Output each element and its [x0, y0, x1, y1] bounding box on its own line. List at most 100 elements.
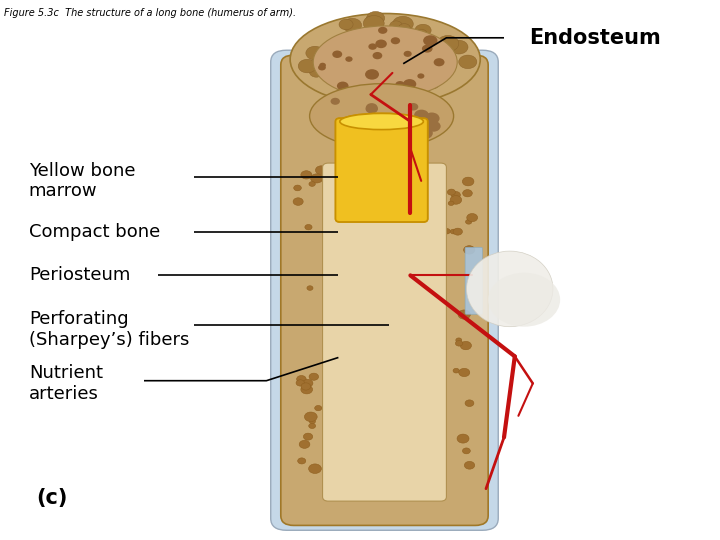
- Circle shape: [366, 104, 378, 113]
- Circle shape: [437, 36, 459, 52]
- Ellipse shape: [290, 14, 480, 105]
- Circle shape: [339, 19, 353, 30]
- Circle shape: [371, 35, 392, 50]
- Circle shape: [449, 201, 454, 206]
- Circle shape: [293, 198, 303, 205]
- Circle shape: [338, 38, 347, 45]
- Circle shape: [428, 69, 444, 80]
- Circle shape: [310, 67, 323, 77]
- Circle shape: [462, 177, 474, 186]
- Circle shape: [309, 181, 315, 186]
- Circle shape: [364, 16, 384, 31]
- FancyBboxPatch shape: [336, 118, 428, 222]
- Circle shape: [337, 82, 348, 90]
- Circle shape: [463, 190, 472, 197]
- Circle shape: [460, 341, 472, 350]
- Circle shape: [443, 228, 450, 234]
- Text: (c): (c): [36, 488, 68, 508]
- Circle shape: [403, 79, 416, 89]
- Circle shape: [343, 18, 361, 32]
- Circle shape: [317, 50, 331, 61]
- Circle shape: [294, 185, 302, 191]
- Circle shape: [422, 45, 433, 52]
- Circle shape: [415, 24, 431, 36]
- Circle shape: [341, 72, 359, 85]
- Circle shape: [319, 63, 326, 68]
- Text: Periosteum: Periosteum: [29, 266, 130, 285]
- Circle shape: [453, 368, 459, 373]
- Circle shape: [457, 434, 469, 443]
- Text: Yellow bone
marrow: Yellow bone marrow: [29, 161, 135, 200]
- Circle shape: [391, 37, 400, 44]
- Circle shape: [315, 406, 322, 411]
- Circle shape: [459, 368, 469, 376]
- Circle shape: [459, 55, 477, 69]
- Circle shape: [328, 52, 344, 64]
- Circle shape: [384, 114, 397, 124]
- Circle shape: [362, 93, 374, 103]
- Text: Compact bone: Compact bone: [29, 223, 160, 241]
- Text: Nutrient
arteries: Nutrient arteries: [29, 364, 103, 403]
- Circle shape: [338, 72, 348, 80]
- Circle shape: [332, 51, 342, 58]
- Circle shape: [423, 35, 438, 46]
- Circle shape: [310, 174, 323, 183]
- Circle shape: [456, 341, 463, 346]
- Circle shape: [300, 440, 310, 448]
- Circle shape: [297, 375, 306, 383]
- Circle shape: [305, 412, 318, 422]
- Circle shape: [444, 62, 455, 70]
- Circle shape: [426, 121, 441, 132]
- FancyBboxPatch shape: [465, 247, 482, 314]
- Circle shape: [309, 423, 315, 429]
- Circle shape: [296, 380, 305, 386]
- Circle shape: [465, 400, 474, 407]
- Circle shape: [362, 91, 381, 105]
- Circle shape: [417, 127, 433, 139]
- Circle shape: [462, 448, 470, 454]
- Circle shape: [309, 373, 318, 380]
- Text: Endosteum: Endosteum: [529, 28, 661, 48]
- Circle shape: [337, 82, 354, 94]
- Circle shape: [306, 46, 324, 60]
- Ellipse shape: [340, 113, 423, 130]
- Circle shape: [343, 35, 359, 47]
- Circle shape: [370, 64, 384, 74]
- Circle shape: [309, 464, 321, 474]
- Circle shape: [464, 461, 474, 469]
- Circle shape: [302, 380, 313, 387]
- Circle shape: [395, 81, 405, 88]
- Circle shape: [418, 73, 424, 79]
- Ellipse shape: [467, 251, 553, 327]
- Circle shape: [456, 338, 462, 342]
- Ellipse shape: [313, 26, 457, 98]
- Circle shape: [388, 70, 406, 84]
- Ellipse shape: [488, 273, 560, 327]
- Circle shape: [307, 286, 313, 291]
- Circle shape: [301, 171, 312, 179]
- Circle shape: [424, 112, 440, 124]
- Ellipse shape: [310, 84, 454, 148]
- Circle shape: [404, 51, 412, 57]
- Circle shape: [302, 60, 315, 70]
- Circle shape: [427, 79, 439, 89]
- Circle shape: [408, 103, 418, 111]
- Circle shape: [315, 166, 327, 174]
- Circle shape: [313, 53, 329, 65]
- Circle shape: [395, 125, 404, 132]
- Circle shape: [392, 16, 413, 32]
- Circle shape: [298, 59, 316, 73]
- Circle shape: [414, 29, 428, 39]
- FancyBboxPatch shape: [336, 118, 428, 222]
- FancyBboxPatch shape: [323, 163, 446, 501]
- Circle shape: [398, 24, 410, 32]
- Circle shape: [378, 27, 387, 34]
- Ellipse shape: [340, 113, 423, 130]
- Circle shape: [343, 56, 364, 71]
- Circle shape: [414, 110, 429, 120]
- Circle shape: [375, 39, 387, 48]
- Circle shape: [390, 21, 402, 30]
- Circle shape: [350, 125, 364, 135]
- Circle shape: [301, 383, 311, 390]
- Circle shape: [451, 192, 460, 198]
